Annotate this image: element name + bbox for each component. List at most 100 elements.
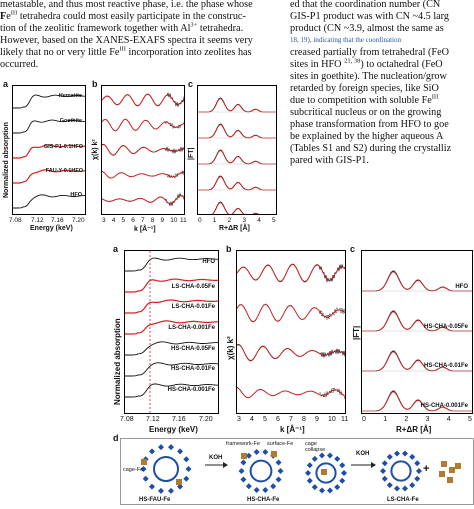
tick: 3 bbox=[425, 416, 430, 423]
tick: 7.12 bbox=[146, 416, 160, 423]
fau-crystal bbox=[183, 475, 190, 482]
ls-cha-crystal-ring bbox=[390, 460, 412, 482]
fig1-a-chart bbox=[13, 94, 85, 209]
text-line: phase transformation from HFO to goe bbox=[290, 119, 449, 130]
ls-cha-crystal bbox=[393, 485, 400, 492]
ft-fit bbox=[198, 150, 276, 165]
exafs-data bbox=[237, 386, 345, 400]
series-label: LS-CHA-0.05Fe bbox=[171, 284, 215, 290]
tick: 10 bbox=[170, 217, 178, 224]
cha-crystal bbox=[262, 448, 269, 455]
ls-cha-crystal bbox=[381, 475, 388, 482]
ls-cha-crystal bbox=[386, 453, 393, 460]
tick: 7.12 bbox=[31, 217, 44, 224]
fe-species-icon bbox=[321, 469, 327, 475]
cha-crystal bbox=[238, 468, 245, 474]
xanes-spectrum bbox=[13, 169, 85, 184]
fau-crystal bbox=[157, 487, 164, 494]
fig1-b-xlabel: k [Å⁻¹] bbox=[134, 226, 156, 233]
tick: 5 bbox=[272, 217, 276, 224]
ls-cha-crystal bbox=[402, 485, 409, 492]
collapsed-crystal bbox=[334, 484, 341, 491]
xanes-spectrum bbox=[13, 144, 85, 159]
fig2-label-a: a bbox=[113, 244, 119, 254]
ls-cha-crystal bbox=[416, 468, 422, 474]
tick: 5 bbox=[468, 416, 472, 423]
fe-species-icon bbox=[241, 453, 247, 459]
fig2-c-ylabel: |FT| bbox=[352, 325, 361, 340]
cha-crystal bbox=[262, 487, 269, 494]
fig2-scheme: cage-Fe framework-Fe surface-Fe cage col… bbox=[120, 438, 474, 505]
series-label: HFO bbox=[70, 192, 82, 198]
fe-species-icon bbox=[455, 463, 461, 469]
tick: 7.16 bbox=[172, 416, 186, 423]
text-line: FeIII tetrahedra could most easily parti… bbox=[0, 9, 246, 22]
xanes-spectrum bbox=[125, 278, 218, 293]
exafs-fit bbox=[102, 144, 184, 156]
tick: 11 bbox=[180, 217, 187, 224]
fig1-b-ylabel: χ(k) k² bbox=[92, 139, 99, 160]
tick: 9 bbox=[315, 416, 319, 423]
fig2-a-ylabel: Normalized absorption bbox=[113, 318, 122, 405]
xanes-spectrum bbox=[13, 119, 85, 134]
xanes-spectrum bbox=[13, 94, 85, 109]
exafs-data bbox=[237, 263, 345, 283]
exafs-fit bbox=[102, 170, 184, 179]
fau-crystal bbox=[168, 444, 175, 451]
tick: 4 bbox=[250, 416, 254, 423]
arrow-head-icon bbox=[223, 462, 228, 468]
tick: 10 bbox=[328, 416, 336, 423]
text-line: However, based on the XANES-EXAFS spectr… bbox=[0, 35, 253, 46]
tick: 7 bbox=[289, 416, 293, 423]
text-line: pared with GIS-P1. bbox=[290, 155, 369, 166]
fig1-panel-a: Hematite Goethite GIS-P1-0.1HFO FAU-Y-0.… bbox=[12, 85, 86, 215]
scheme-drawing bbox=[140, 444, 461, 494]
text-line: creased partially from tetrahedral (FeO bbox=[290, 47, 449, 58]
fe-species-icon bbox=[271, 451, 277, 457]
text-line: be explained by the higher aqueous A bbox=[290, 131, 444, 142]
fe-species-icon bbox=[141, 459, 147, 465]
text-line: retarded by foreign species, like SiO bbox=[290, 83, 439, 94]
collapsed-crystal bbox=[339, 477, 346, 484]
xanes-spectrum bbox=[13, 194, 85, 209]
tick: 7.16 bbox=[51, 217, 64, 224]
tick: 0 bbox=[362, 416, 366, 423]
fig2-b-ylabel: χ(k) k² bbox=[226, 336, 235, 360]
series-label: HS-CHA-0.01Fe bbox=[170, 366, 215, 372]
tick: 8 bbox=[150, 217, 155, 224]
scheme-product: HS-CHA-Fe bbox=[247, 497, 280, 503]
series-label: HFO bbox=[455, 284, 468, 290]
collapsed-crystal bbox=[327, 452, 334, 459]
tick: 1 bbox=[383, 416, 388, 423]
fau-crystal-ring bbox=[153, 456, 179, 482]
collapsed-crystal bbox=[305, 470, 311, 476]
collapsed-crystal bbox=[311, 455, 318, 462]
fig2-b-xlabel: k [Å⁻¹] bbox=[280, 425, 305, 434]
cha-crystal bbox=[240, 459, 247, 466]
exafs-data bbox=[102, 169, 184, 180]
series-label: HS-CHA-0.05Fe bbox=[423, 324, 468, 330]
fau-crystal bbox=[168, 487, 175, 494]
fig1-a-ylabel: Normalized absorption bbox=[3, 122, 10, 198]
fe-species-icon bbox=[441, 461, 447, 467]
text-line: product (CN ~3.9, almost the same as bbox=[290, 23, 444, 34]
collapsed-crystal bbox=[311, 484, 318, 491]
fig1-label-b: b bbox=[92, 79, 98, 89]
fau-crystal bbox=[185, 466, 192, 472]
xanes-spectrum bbox=[125, 299, 218, 314]
tick: 3 bbox=[102, 217, 106, 224]
exafs-fit bbox=[237, 264, 345, 282]
fig1-c-ylabel: |FT| bbox=[188, 147, 195, 160]
ls-cha-crystal bbox=[380, 468, 386, 474]
xanes-spectrum bbox=[125, 383, 218, 398]
exafs-fit bbox=[102, 118, 184, 132]
fau-crystal bbox=[142, 475, 149, 482]
scheme-label: framework-Fe bbox=[226, 441, 260, 447]
tick: 5 bbox=[263, 416, 267, 423]
fig2-c-chart bbox=[362, 270, 472, 412]
fig2-panel-c: HFO HS-CHA-0.05Fe HS-CHA-0.01Fe HS-CHA-0… bbox=[361, 250, 473, 414]
fau-crystal bbox=[148, 483, 155, 490]
text-line: due to competition with soluble FeIII bbox=[290, 93, 439, 106]
scheme-arrow-label: KOH bbox=[209, 455, 223, 461]
text-line: metastable, and thus most reactive phase… bbox=[0, 0, 253, 10]
